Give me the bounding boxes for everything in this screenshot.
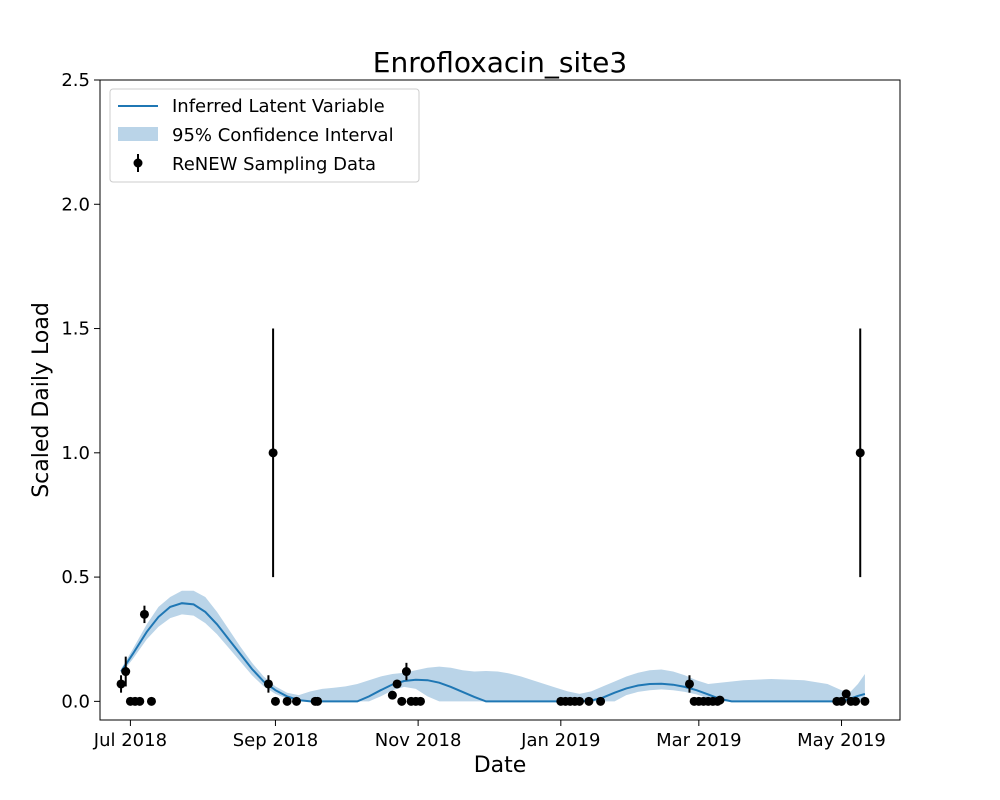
sample-point bbox=[392, 679, 402, 689]
sample-point bbox=[121, 667, 131, 677]
sample-point bbox=[146, 696, 156, 706]
sample-point bbox=[291, 696, 301, 706]
plot-area: 0.0 0.5 1.0 1.5 2.0 2.5 Jul 2018 Sep 2018 Nov 20… bbox=[61, 70, 901, 751]
y-tick-label: 2.0 bbox=[61, 194, 90, 215]
sample-point bbox=[270, 696, 280, 706]
sample-point bbox=[841, 689, 851, 699]
x-tick-label: Jul 2018 bbox=[93, 730, 167, 751]
sample-point bbox=[116, 679, 126, 689]
legend-label-points: ReNEW Sampling Data bbox=[172, 154, 376, 175]
sample-point bbox=[596, 696, 606, 706]
sample-point bbox=[387, 690, 397, 700]
sample-point bbox=[575, 696, 585, 706]
x-tick-label: May 2019 bbox=[797, 730, 886, 751]
sample-point bbox=[401, 667, 411, 677]
y-tick-label: 1.0 bbox=[61, 443, 90, 464]
legend-frame bbox=[109, 88, 420, 183]
y-tick-label: 2.5 bbox=[61, 70, 90, 91]
y-tick-label: 0.0 bbox=[61, 691, 90, 712]
sample-point bbox=[584, 696, 594, 706]
legend-label-band: 95% Confidence Interval bbox=[172, 125, 394, 146]
latent-variable-line bbox=[120, 602, 866, 703]
sample-point bbox=[139, 609, 149, 619]
x-tick-label: Nov 2018 bbox=[375, 730, 462, 751]
sample-point bbox=[415, 696, 425, 706]
x-tick-label: Sep 2018 bbox=[233, 730, 318, 751]
y-tick-label: 1.5 bbox=[61, 319, 90, 340]
sample-point bbox=[313, 696, 323, 706]
plot-frame bbox=[99, 79, 901, 721]
sample-point bbox=[282, 696, 292, 706]
legend: Inferred Latent Variable 95% Confidence … bbox=[109, 88, 420, 183]
sample-point bbox=[268, 448, 278, 458]
chart-title: Enrofloxacin_site3 bbox=[373, 46, 627, 79]
sample-point bbox=[135, 696, 145, 706]
x-axis-label: Date bbox=[474, 753, 527, 778]
x-tick-label: Jan 2019 bbox=[520, 730, 600, 751]
sample-point bbox=[851, 696, 861, 706]
sample-point bbox=[684, 679, 694, 689]
confidence-band bbox=[121, 590, 865, 702]
y-axis-label: Scaled Daily Load bbox=[29, 302, 54, 498]
x-tick-label: Mar 2019 bbox=[656, 730, 742, 751]
sample-point bbox=[397, 696, 407, 706]
sample-point bbox=[855, 448, 865, 458]
legend-point-swatch bbox=[133, 158, 143, 168]
sample-point bbox=[860, 696, 870, 706]
sample-point bbox=[715, 695, 725, 705]
sample-point bbox=[263, 679, 273, 689]
legend-band-swatch bbox=[118, 127, 158, 141]
y-tick-label: 0.5 bbox=[61, 567, 90, 588]
legend-label-line: Inferred Latent Variable bbox=[172, 96, 385, 117]
sample-point bbox=[837, 696, 847, 706]
